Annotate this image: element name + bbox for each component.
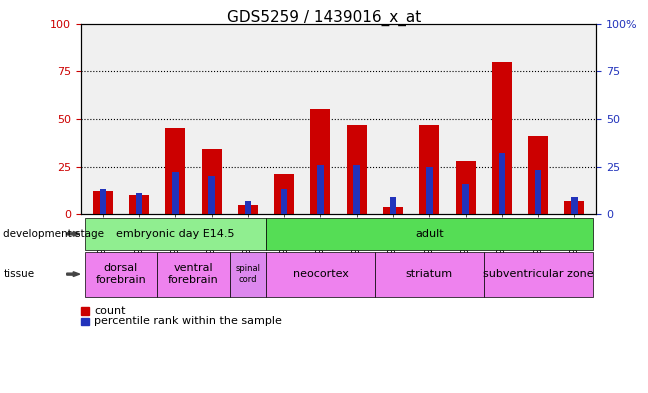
Bar — [209, 176, 215, 214]
Text: ventral
forebrain: ventral forebrain — [168, 263, 219, 285]
Bar — [571, 197, 577, 214]
Text: embryonic day E14.5: embryonic day E14.5 — [116, 229, 235, 239]
Bar — [498, 153, 505, 214]
Bar — [310, 109, 330, 214]
Bar — [317, 165, 324, 214]
Text: development stage: development stage — [3, 229, 104, 239]
Bar — [456, 161, 476, 214]
Text: subventricular zone: subventricular zone — [483, 269, 594, 279]
Text: striatum: striatum — [406, 269, 453, 279]
Bar — [274, 174, 294, 214]
Bar — [347, 125, 367, 214]
Bar — [172, 172, 179, 214]
Text: spinal
cord: spinal cord — [235, 264, 260, 284]
Bar — [244, 201, 251, 214]
Text: dorsal
forebrain: dorsal forebrain — [95, 263, 146, 285]
Bar — [281, 189, 288, 214]
Text: count: count — [94, 306, 126, 316]
Text: GDS5259 / 1439016_x_at: GDS5259 / 1439016_x_at — [227, 10, 421, 26]
Bar — [462, 184, 469, 214]
Bar — [238, 205, 258, 214]
Bar — [419, 125, 439, 214]
Bar — [136, 193, 143, 214]
Text: neocortex: neocortex — [292, 269, 349, 279]
Bar — [564, 201, 584, 214]
Text: percentile rank within the sample: percentile rank within the sample — [94, 316, 282, 327]
Bar — [535, 170, 541, 214]
Bar — [100, 189, 106, 214]
Bar — [389, 197, 397, 214]
Bar — [93, 191, 113, 214]
Bar — [426, 167, 433, 214]
Text: tissue: tissue — [3, 269, 34, 279]
Bar — [202, 149, 222, 214]
Bar — [129, 195, 149, 214]
Text: adult: adult — [415, 229, 444, 239]
Bar — [492, 62, 512, 214]
Bar — [383, 207, 403, 214]
Bar — [353, 165, 360, 214]
Bar — [165, 129, 185, 214]
Bar — [528, 136, 548, 214]
